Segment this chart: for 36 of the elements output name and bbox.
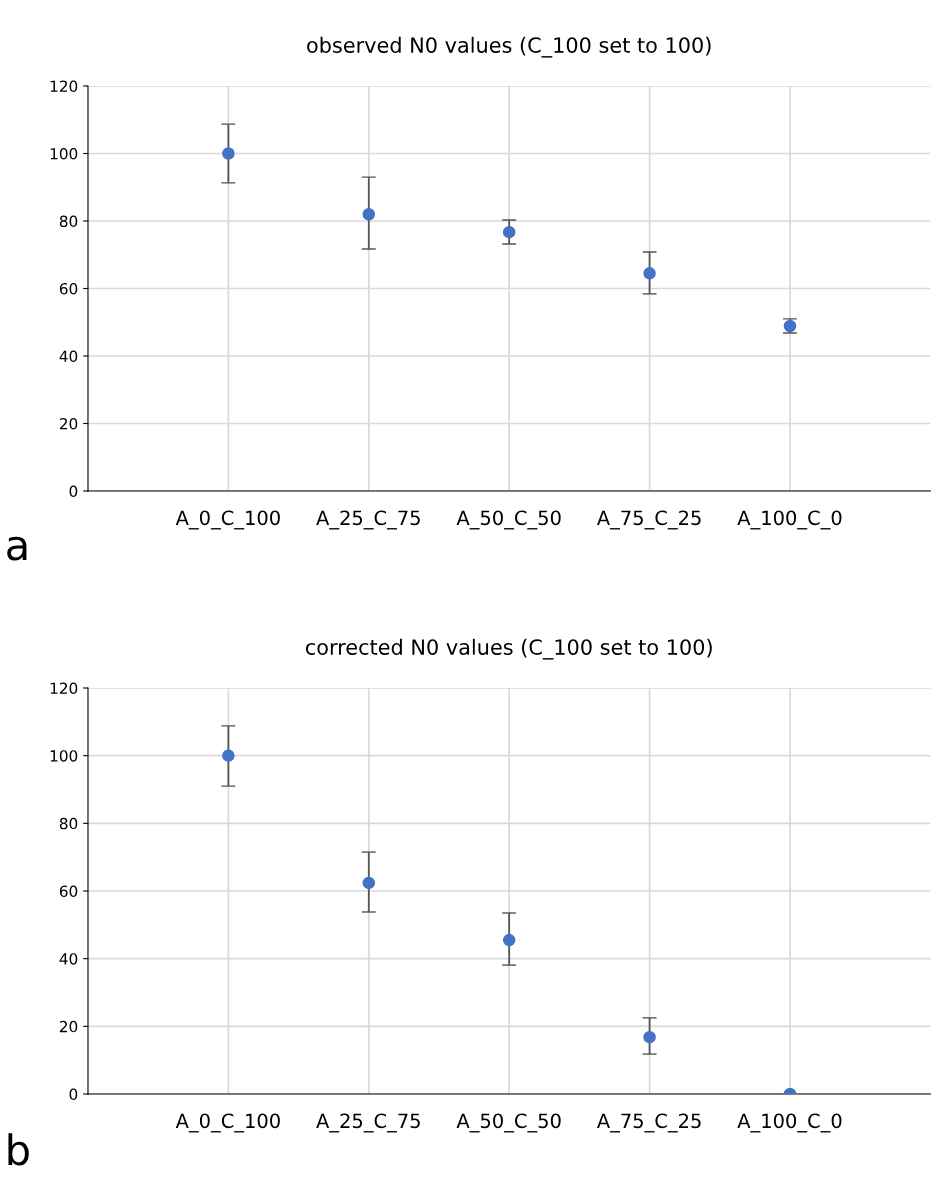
y-tick-label: 80 (59, 817, 78, 830)
y-tick-label: 40 (59, 953, 78, 965)
x-tick-label: A_0_C_100 (175, 1113, 280, 1133)
x-tick-label: A_50_C_50 (456, 510, 561, 530)
y-tick-label: 60 (59, 282, 78, 295)
x-tick-label: A_75_C_25 (596, 1113, 701, 1133)
point (502, 933, 516, 947)
x-tick-label: A_75_C_25 (596, 510, 701, 530)
y-tick-label: 0 (69, 485, 78, 498)
y-tick-label: 100 (50, 147, 78, 160)
x-tick-label: A_100_C_0 (737, 510, 842, 530)
point (643, 1030, 656, 1044)
y-tick-label: 60 (59, 885, 78, 898)
x-tick-label: A_25_C_75 (316, 1113, 420, 1133)
y-tick-label: 20 (59, 417, 78, 430)
text: a (7, 536, 27, 561)
point (222, 147, 235, 160)
x-tick-label: A_50_C_50 (456, 1113, 561, 1133)
point (643, 267, 656, 280)
y-tick-label: 120 (50, 682, 78, 695)
text: b (8, 1133, 29, 1166)
y-tick-label: 40 (59, 350, 78, 363)
point (502, 225, 516, 239)
x-tick-label: A_25_C_75 (316, 510, 420, 530)
point (362, 876, 376, 890)
y-tick-label: 80 (59, 215, 78, 228)
point (222, 749, 235, 762)
y-tick-label: 100 (50, 750, 78, 762)
y-tick-label: 20 (59, 1020, 78, 1033)
y-tick-label: 120 (50, 80, 78, 93)
x-tick-label: A_100_C_0 (737, 1113, 842, 1133)
y-tick-label: 0 (69, 1088, 78, 1101)
chart-title: observed N0 values (C_100 set to 100) (307, 36, 711, 58)
point (362, 207, 376, 221)
chart-title: corrected N0 values (C_100 set to 100) (305, 638, 712, 660)
x-tick-label: A_0_C_100 (175, 510, 280, 530)
